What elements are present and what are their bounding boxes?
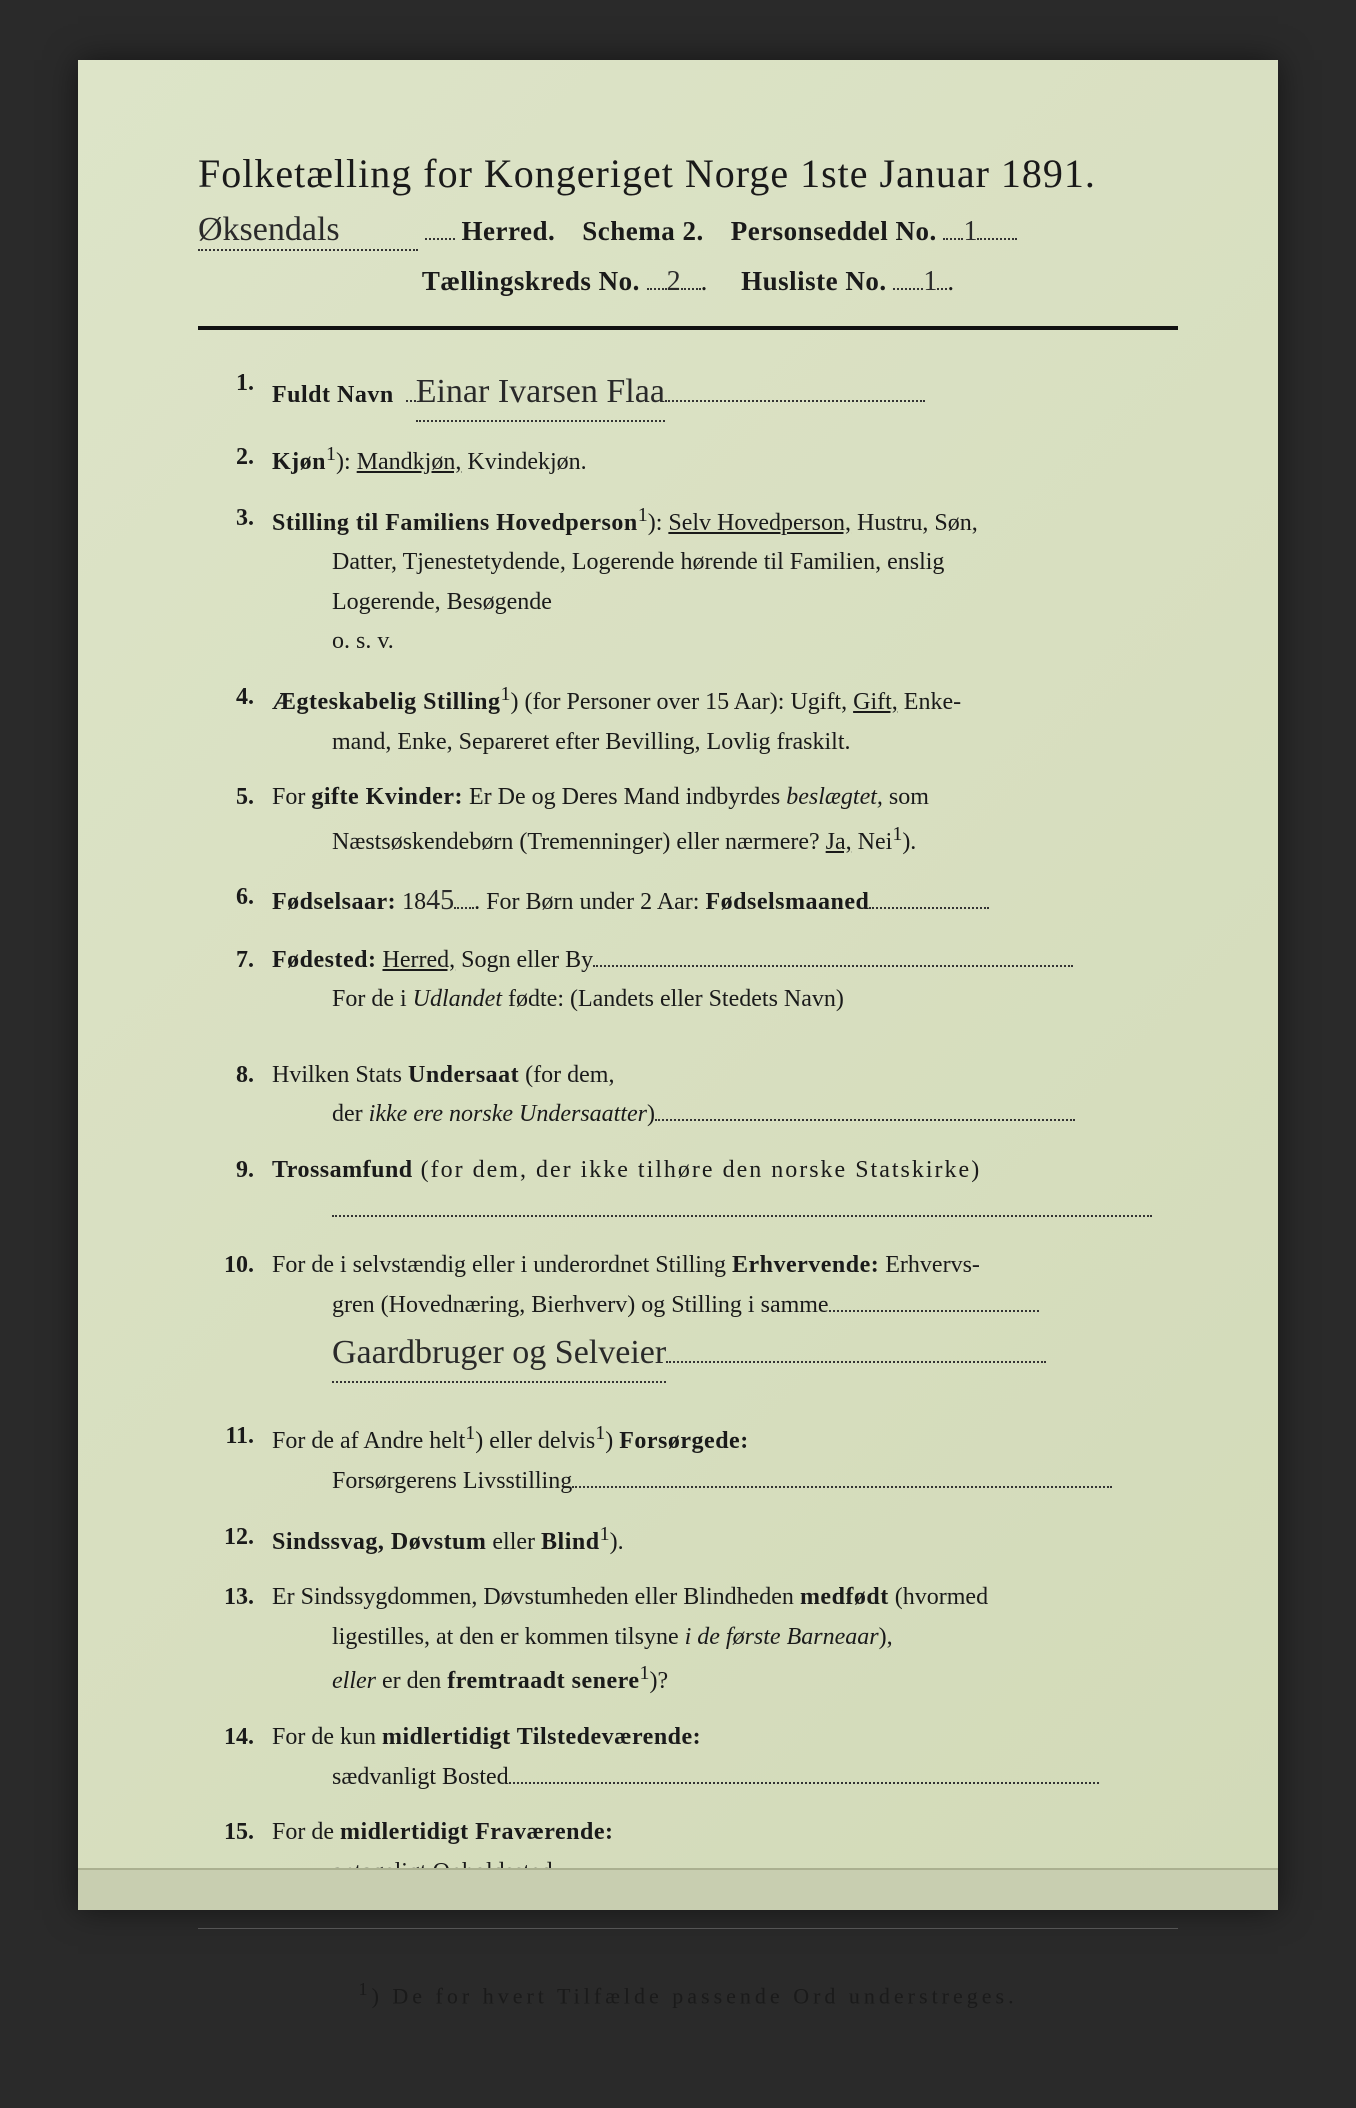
sex-selected: Mandkjøn, [357, 449, 462, 475]
item-6: 6. Fødselsaar: 1845. For Børn under 2 Aa… [198, 878, 1178, 924]
kreds-label: Tællingskreds No. [422, 266, 640, 296]
rivet-icon [378, 1884, 392, 1898]
personseddel-no: 1 [963, 216, 977, 247]
horizontal-rule [198, 326, 1178, 330]
item-10: 10. For de i selvstændig eller i underor… [198, 1246, 1178, 1383]
binding-rivets [78, 1884, 1278, 1898]
birthyear-hand: 45 [426, 885, 454, 916]
occupation-hand: Gaardbruger og Selveier [332, 1325, 666, 1383]
census-form-page: Folketælling for Kongeriget Norge 1ste J… [78, 60, 1278, 1910]
item-4: 4. Ægteskabelig Stilling1) (for Personer… [198, 678, 1178, 762]
item-9: 9. Trossamfund (for dem, der ikke tilhør… [198, 1151, 1178, 1230]
item-3: 3. Stilling til Familiens Hovedperson1):… [198, 499, 1178, 662]
personseddel-label: Personseddel No. [731, 216, 937, 246]
footnote: 1) De for hvert Tilfælde passende Ord un… [198, 1979, 1178, 2009]
item-15: 15. For de midlertidigt Fraværende: anta… [198, 1813, 1178, 1892]
item-5: 5. For gifte Kvinder: Er De og Deres Man… [198, 778, 1178, 862]
husliste-label: Husliste No. [741, 266, 887, 296]
birthplace-selected: Herred, [382, 947, 455, 973]
header-line-2: Øksendals Herred. Schema 2. Personseddel… [198, 211, 1178, 251]
marital-selected: Gift, [853, 689, 898, 715]
fullname-hand: Einar Ivarsen Flaa [416, 364, 665, 422]
item-13: 13. Er Sindssygdommen, Døvstumheden elle… [198, 1578, 1178, 1702]
form-items: 1. Fuldt Navn Einar Ivarsen Flaa 2. Kjøn… [198, 364, 1178, 1892]
relation-selected: Selv Hovedperson, [668, 510, 851, 536]
item-8: 8. Hvilken Stats Undersaat (for dem, der… [198, 1056, 1178, 1135]
item-12: 12. Sindssvag, Døvstum eller Blind1). [198, 1518, 1178, 1563]
herred-label: Herred. [462, 216, 556, 246]
item-11: 11. For de af Andre helt1) eller delvis1… [198, 1417, 1178, 1501]
dots [425, 211, 455, 240]
kreds-no: 2 [667, 266, 681, 297]
item-14: 14. For de kun midlertidigt Tilstedevære… [198, 1718, 1178, 1797]
husliste-no: 1 [923, 266, 937, 297]
main-title: Folketælling for Kongeriget Norge 1ste J… [198, 150, 1178, 197]
rivet-icon [671, 1884, 685, 1898]
item-2: 2. Kjøn1): Mandkjøn, Kvindekjøn. [198, 438, 1178, 483]
rivet-icon [964, 1884, 978, 1898]
footnote-rule [198, 1928, 1178, 1929]
header-line-3: Tællingskreds No. 2. Husliste No. 1. [198, 261, 1178, 298]
schema-label: Schema 2. [582, 216, 704, 246]
item-7: 7. Fødested: Herred, Sogn eller By For d… [198, 941, 1178, 1020]
item-1: 1. Fuldt Navn Einar Ivarsen Flaa [198, 364, 1178, 422]
herred-handwritten: Øksendals [198, 211, 418, 251]
